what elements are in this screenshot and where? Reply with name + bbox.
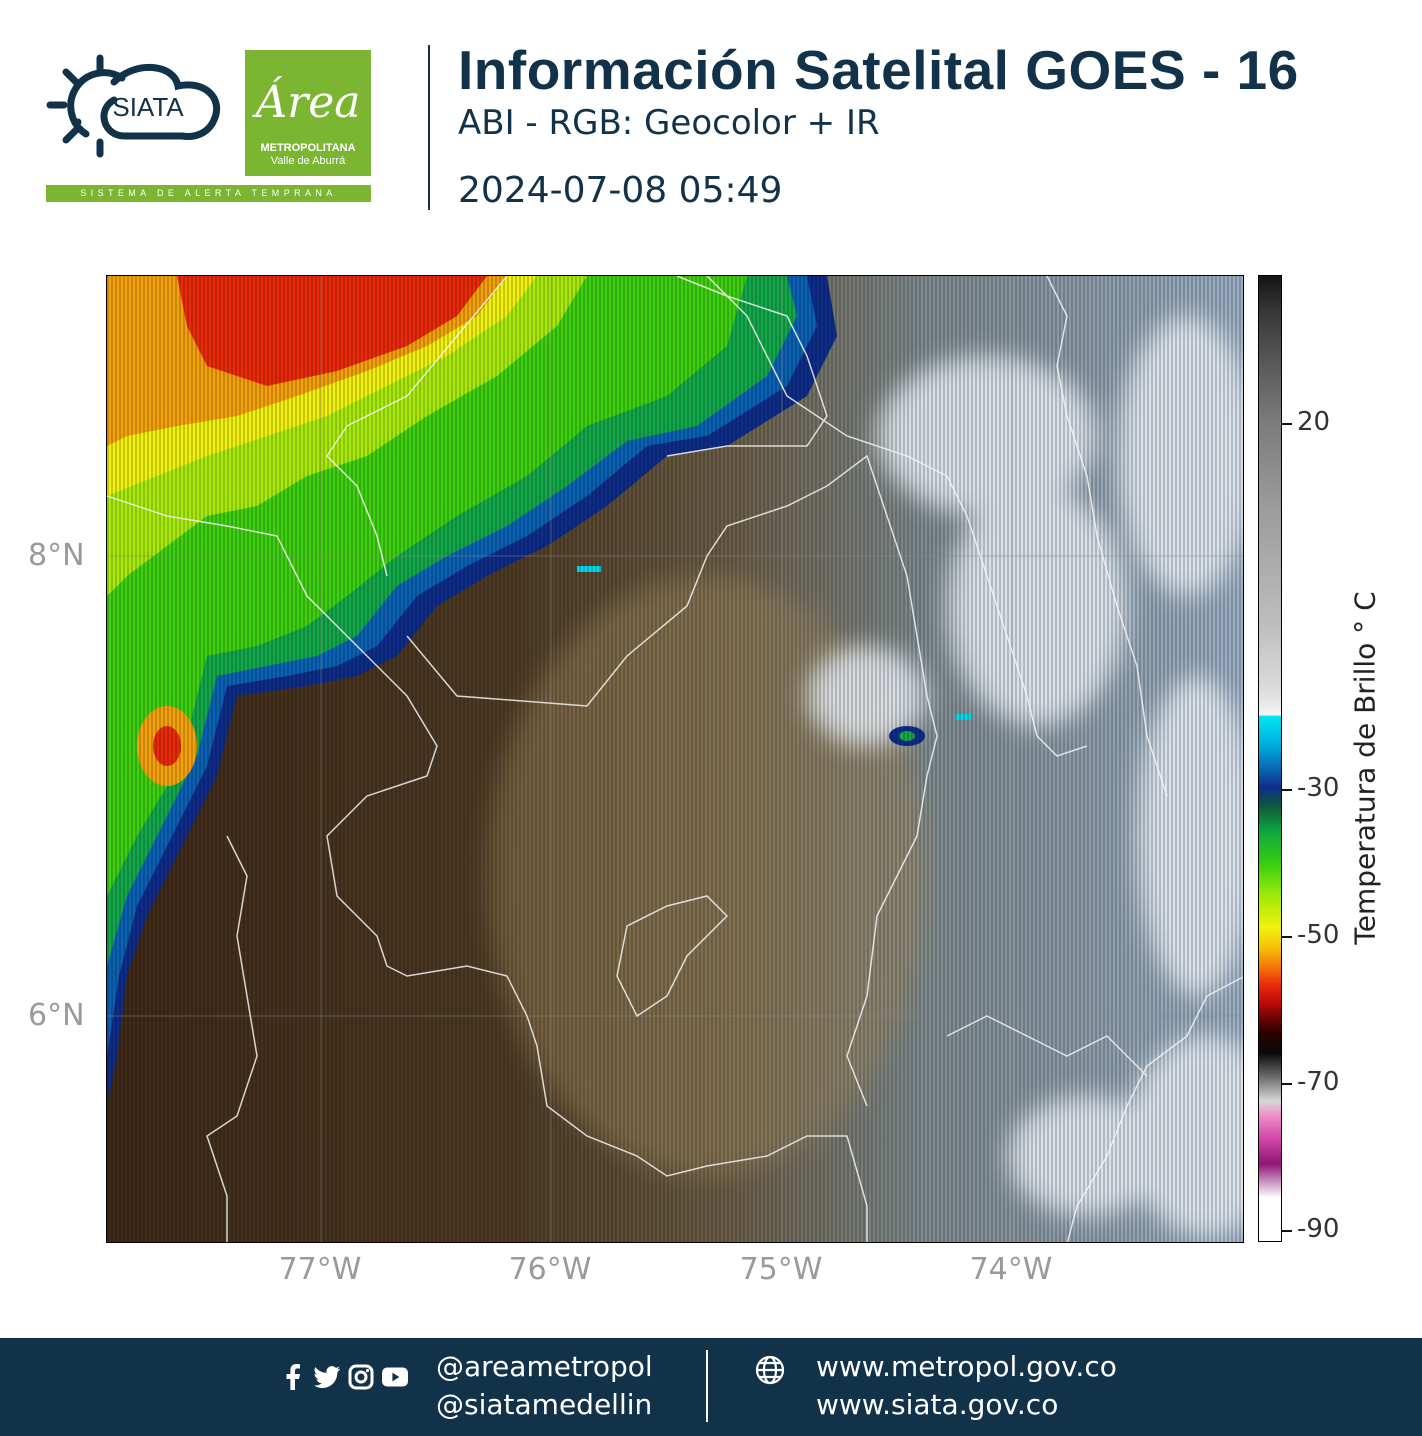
instagram-icon[interactable] xyxy=(348,1364,374,1390)
siata-logo: SIATA xyxy=(44,50,224,160)
lon-label-75w: 75°W xyxy=(739,1252,823,1287)
footer-divider xyxy=(706,1350,708,1422)
colorbar-title: Temperatura de Brillo ° C xyxy=(1348,591,1382,945)
globe-icon xyxy=(755,1355,785,1389)
colorbar-label-minus50: -50 xyxy=(1297,920,1340,950)
area-metropolitana-logo: Área METROPOLITANA Valle de Aburrá xyxy=(245,50,371,176)
lat-label-8n: 8°N xyxy=(28,538,85,573)
graticule xyxy=(107,276,1243,1242)
youtube-icon[interactable] xyxy=(382,1364,408,1390)
political-boundaries xyxy=(107,276,1243,1242)
area-logo-line2: Valle de Aburrá xyxy=(270,155,346,167)
temperature-colorbar xyxy=(1258,275,1282,1242)
page-title: Información Satelital GOES - 16 xyxy=(458,39,1299,101)
page-subtitle: ABI - RGB: Geocolor + IR xyxy=(458,103,880,143)
colorbar-label-minus90: -90 xyxy=(1297,1214,1340,1244)
twitter-icon[interactable] xyxy=(314,1364,340,1390)
website-siata[interactable]: www.siata.gov.co xyxy=(816,1388,1059,1421)
area-logo-line1: METROPOLITANA xyxy=(260,142,356,154)
colorbar-label-20: 20 xyxy=(1297,407,1331,437)
lon-label-74w: 74°W xyxy=(969,1252,1053,1287)
colorbar-tick xyxy=(1282,1230,1292,1232)
alert-system-strip: SISTEMA DE ALERTA TEMPRANA xyxy=(46,185,371,202)
area-logo-script: Área xyxy=(255,77,361,128)
lon-label-77w: 77°W xyxy=(278,1252,362,1287)
colorbar-label-minus70: -70 xyxy=(1297,1067,1340,1097)
colorbar-tick xyxy=(1282,1083,1292,1085)
facebook-icon[interactable] xyxy=(280,1364,306,1390)
siata-logo-text: SIATA xyxy=(112,92,184,122)
lon-label-76w: 76°W xyxy=(508,1252,592,1287)
colorbar-tick xyxy=(1282,936,1292,938)
social-icons xyxy=(280,1364,408,1390)
lat-label-6n: 6°N xyxy=(28,998,85,1033)
image-timestamp: 2024-07-08 05:49 xyxy=(458,170,783,211)
social-handle-areametropol[interactable]: @areametropol xyxy=(436,1350,653,1383)
website-metropol[interactable]: www.metropol.gov.co xyxy=(816,1350,1117,1383)
header-divider xyxy=(428,45,430,210)
footer: @areametropol @siatamedellin www.metropo… xyxy=(0,1338,1422,1436)
colorbar-tick xyxy=(1282,423,1292,425)
colorbar-tick xyxy=(1282,789,1292,791)
satellite-map xyxy=(106,275,1244,1243)
colorbar-label-minus30: -30 xyxy=(1297,773,1340,803)
social-handle-siatamedellin[interactable]: @siatamedellin xyxy=(436,1388,653,1421)
